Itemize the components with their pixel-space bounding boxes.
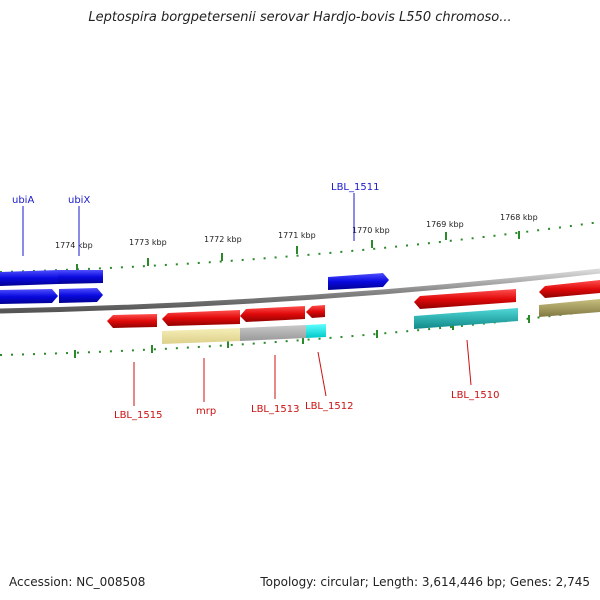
gene-mrp[interactable] bbox=[162, 310, 240, 326]
gene-right-red[interactable] bbox=[539, 280, 600, 298]
gene-LBL_1510[interactable] bbox=[414, 289, 516, 309]
reverse-genes bbox=[107, 280, 600, 328]
gene-ubiA[interactable] bbox=[0, 289, 58, 304]
upper-ruler bbox=[0, 221, 600, 273]
ruler-label-1771: 1771 kbp bbox=[278, 231, 316, 240]
chromosome-backbone bbox=[0, 268, 600, 314]
label-LBL_1512[interactable]: LBL_1512 bbox=[305, 401, 353, 412]
label-LBL_1515[interactable]: LBL_1515 bbox=[114, 410, 162, 421]
map-title: Leptospira borgpetersenii serovar Hardjo… bbox=[88, 10, 512, 25]
ruler-label-1769: 1769 kbp bbox=[426, 220, 464, 229]
feature-teal bbox=[414, 308, 518, 329]
ruler-label-1772: 1772 kbp bbox=[204, 235, 242, 244]
gene-ubiA-upper[interactable] bbox=[0, 270, 58, 286]
gene-LBL_1513[interactable] bbox=[240, 306, 305, 322]
feature-bars bbox=[162, 299, 600, 344]
accession-text: Accession: NC_008508 bbox=[9, 575, 146, 589]
feature-yellow bbox=[162, 328, 240, 344]
forward-genes bbox=[0, 270, 389, 304]
feature-grey bbox=[240, 325, 306, 341]
label-LBL_1513[interactable]: LBL_1513 bbox=[251, 404, 299, 415]
gene-ubiX[interactable] bbox=[59, 288, 103, 303]
gene-LBL_1511[interactable] bbox=[328, 273, 389, 290]
ruler-label-1770: 1770 kbp bbox=[352, 226, 390, 235]
label-ubiX[interactable]: ubiX bbox=[68, 195, 90, 206]
ruler-label-1768: 1768 kbp bbox=[500, 213, 538, 222]
gene-LBL_1512[interactable] bbox=[306, 305, 325, 318]
gene-ubiX-upper[interactable] bbox=[58, 270, 103, 284]
label-ubiA[interactable]: ubiA bbox=[12, 195, 34, 206]
feature-olive bbox=[539, 299, 600, 317]
topology-text: Topology: circular; Length: 3,614,446 bp… bbox=[260, 575, 590, 589]
ruler-label-1774: 1774 kbp bbox=[55, 241, 93, 250]
label-LBL_1510[interactable]: LBL_1510 bbox=[451, 390, 499, 401]
ruler-label-1773: 1773 kbp bbox=[129, 238, 167, 247]
label-mrp[interactable]: mrp bbox=[196, 406, 216, 417]
label-leaders bbox=[22, 193, 472, 406]
label-LBL_1511[interactable]: LBL_1511 bbox=[331, 182, 379, 193]
gene-LBL_1515[interactable] bbox=[107, 314, 157, 328]
feature-cyan bbox=[306, 324, 326, 338]
